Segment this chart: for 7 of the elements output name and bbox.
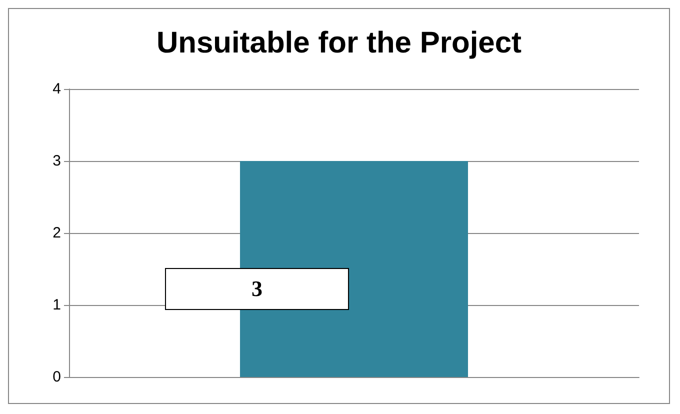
y-tick-label: 2 (52, 224, 61, 242)
y-tick-label: 3 (52, 152, 61, 170)
y-tick-label: 1 (52, 296, 61, 314)
chart-title: Unsuitable for the Project (156, 26, 522, 60)
callout-box: 3 (165, 268, 349, 310)
y-tick-label: 0 (52, 368, 61, 386)
y-tick-label: 4 (52, 80, 61, 98)
